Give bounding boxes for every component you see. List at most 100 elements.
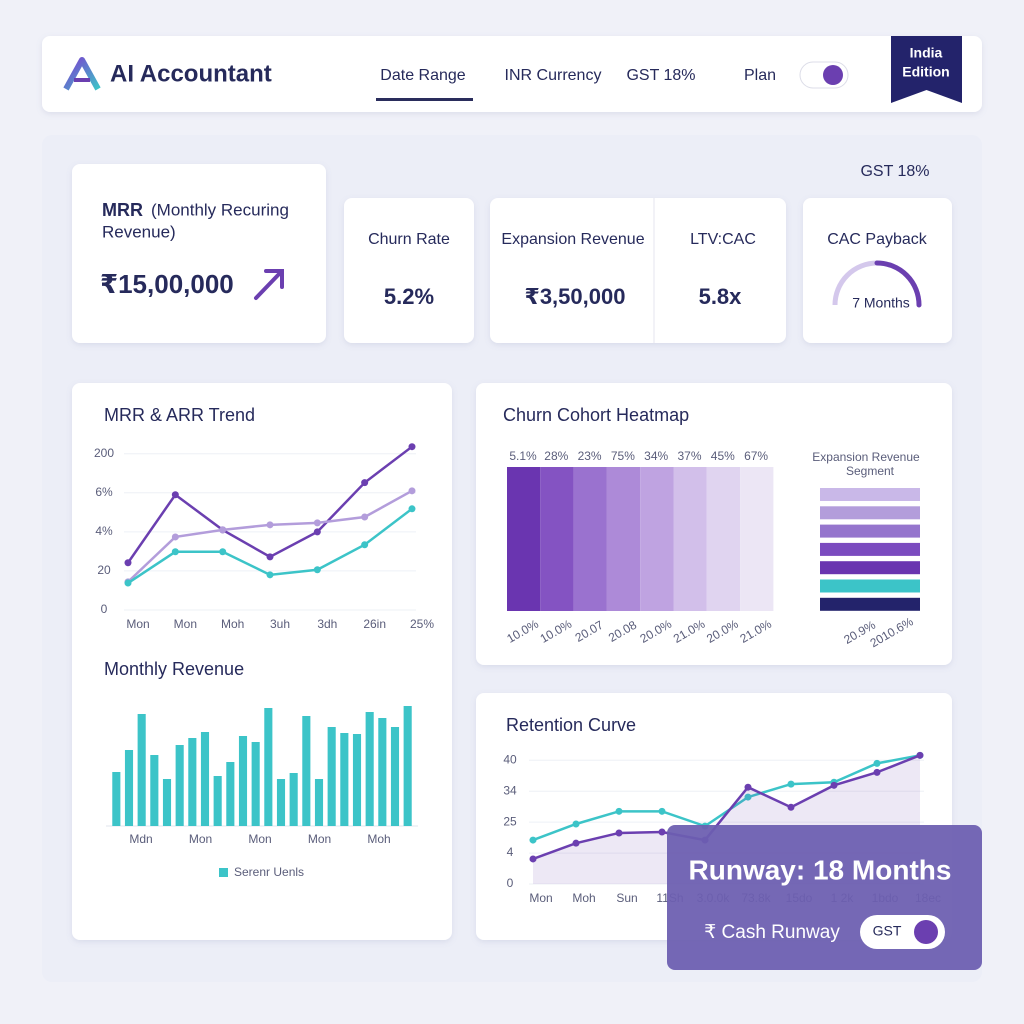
point bbox=[658, 828, 666, 836]
kpi-label: Churn Rate bbox=[368, 231, 450, 248]
bar bbox=[264, 708, 273, 826]
kpi-value: ₹15,00,000 bbox=[100, 269, 234, 299]
x-tick-label: Moh bbox=[572, 891, 595, 905]
heat-cell bbox=[507, 467, 541, 611]
kpi-value: 5.8x bbox=[699, 284, 743, 309]
bar bbox=[137, 714, 146, 826]
legend-label: Serenr Uenls bbox=[234, 865, 304, 879]
heat-cell bbox=[706, 467, 741, 611]
bar bbox=[403, 706, 412, 826]
x-tick-label: 3dh bbox=[317, 617, 337, 631]
point bbox=[787, 803, 795, 811]
bar bbox=[289, 773, 298, 826]
chart-title: MRR & ARR Trend bbox=[104, 405, 255, 425]
segment-bar bbox=[820, 561, 920, 575]
header-bar bbox=[42, 36, 982, 112]
x-tick-label: Mon bbox=[529, 891, 552, 905]
point bbox=[615, 829, 623, 837]
x-tick-label: Mon bbox=[308, 832, 331, 846]
x-tick-label: Mon bbox=[189, 832, 212, 846]
runway-card bbox=[667, 825, 982, 970]
column-label: 28% bbox=[544, 449, 568, 463]
point bbox=[744, 783, 752, 791]
y-tick-label: 4 bbox=[507, 845, 514, 859]
x-tick-label: Mon bbox=[248, 832, 271, 846]
kpi-card bbox=[490, 198, 786, 343]
x-tick-label: 25% bbox=[410, 617, 434, 631]
kpi-sublabel: (Monthly Recuring bbox=[151, 200, 289, 219]
point bbox=[313, 519, 321, 527]
column-label: 75% bbox=[611, 449, 635, 463]
chart-title: Monthly Revenue bbox=[104, 659, 244, 679]
bar bbox=[378, 718, 387, 826]
point bbox=[572, 839, 580, 847]
segment-bar bbox=[820, 579, 920, 593]
bar bbox=[124, 750, 134, 826]
gauge-label: 7 Months bbox=[852, 295, 910, 311]
bar bbox=[226, 762, 235, 826]
point bbox=[572, 820, 580, 828]
point bbox=[916, 751, 924, 759]
bar bbox=[314, 779, 324, 826]
bar bbox=[213, 776, 222, 826]
bar bbox=[365, 712, 374, 826]
kpi-value: 5.2% bbox=[384, 284, 434, 309]
column-label: 67% bbox=[744, 449, 768, 463]
point bbox=[266, 521, 274, 529]
kpi-label: MRR bbox=[102, 200, 143, 220]
x-tick-label: Mon bbox=[174, 617, 197, 631]
point bbox=[219, 526, 227, 534]
column-label: 34% bbox=[644, 449, 668, 463]
nav-item[interactable]: Date Range bbox=[380, 67, 465, 84]
segment-bar bbox=[820, 524, 920, 538]
segment-bar bbox=[820, 506, 920, 520]
chart-title: Retention Curve bbox=[506, 715, 636, 735]
point bbox=[266, 553, 274, 561]
point bbox=[873, 768, 881, 776]
bar bbox=[150, 755, 159, 826]
point bbox=[830, 781, 838, 789]
bar bbox=[112, 772, 121, 826]
point bbox=[361, 479, 369, 487]
y-tick-label: 6% bbox=[95, 485, 113, 499]
kpi-label: Expansion Revenue bbox=[501, 231, 644, 248]
segment-bar bbox=[820, 597, 920, 611]
bar bbox=[340, 733, 349, 826]
x-tick-label: 26in bbox=[363, 617, 386, 631]
line bbox=[532, 754, 921, 861]
point bbox=[658, 807, 666, 815]
point bbox=[529, 836, 537, 844]
point bbox=[615, 807, 623, 815]
heat-cell bbox=[673, 467, 707, 611]
runway-label: ₹ Cash Runway bbox=[704, 922, 840, 943]
heat-cell bbox=[540, 467, 574, 611]
kpi-sublabel: Revenue) bbox=[102, 222, 176, 241]
nav-item[interactable]: Plan bbox=[744, 67, 776, 84]
column-label: 5.1% bbox=[509, 449, 537, 463]
toggle-knob bbox=[914, 920, 938, 944]
bar bbox=[390, 727, 400, 826]
nav-item[interactable]: GST 18% bbox=[626, 67, 695, 84]
point bbox=[529, 855, 537, 863]
column-label: 37% bbox=[677, 449, 701, 463]
x-tick-label: Moh bbox=[367, 832, 390, 846]
point bbox=[361, 513, 369, 521]
point bbox=[171, 533, 179, 541]
segment-bar bbox=[820, 542, 920, 556]
heat-cell bbox=[606, 467, 641, 611]
point bbox=[408, 505, 416, 513]
y-tick-label: 4% bbox=[95, 524, 113, 538]
point bbox=[873, 759, 881, 767]
nav-underline bbox=[376, 98, 473, 101]
kpi-label: CAC Payback bbox=[827, 231, 928, 248]
bar bbox=[238, 736, 248, 826]
point bbox=[124, 579, 132, 587]
bar bbox=[276, 779, 286, 826]
gauge-track bbox=[832, 260, 878, 306]
bar bbox=[352, 734, 362, 826]
toggle-label: GST bbox=[873, 923, 902, 939]
point bbox=[266, 571, 274, 579]
segment-title: Segment bbox=[846, 464, 895, 478]
nav-item[interactable]: INR Currency bbox=[505, 67, 602, 84]
